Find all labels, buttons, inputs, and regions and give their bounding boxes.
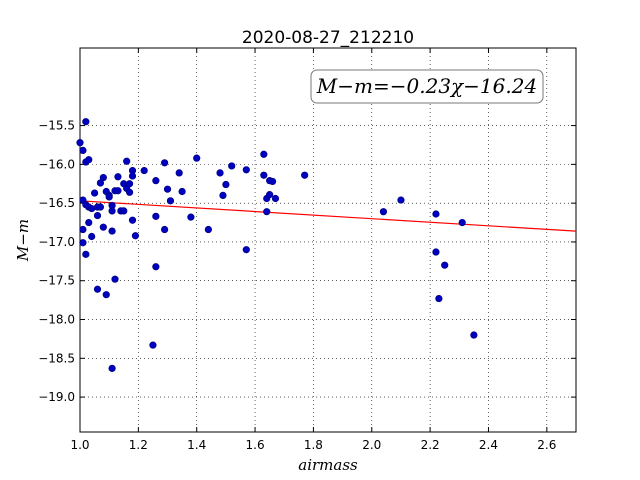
fit-annotation-box xyxy=(310,69,544,104)
data-point xyxy=(126,188,134,196)
data-point xyxy=(111,275,119,283)
data-point xyxy=(187,213,195,221)
x-tick-label: 1.6 xyxy=(246,438,265,452)
data-point xyxy=(242,166,250,174)
x-tick-label: 2.6 xyxy=(537,438,556,452)
x-tick-label: 2.0 xyxy=(362,438,381,452)
data-point xyxy=(108,207,116,215)
data-point xyxy=(99,173,107,182)
data-point xyxy=(263,208,271,216)
data-point xyxy=(93,285,102,293)
x-axis-label: airmass xyxy=(298,456,358,474)
data-point xyxy=(163,185,172,193)
data-point xyxy=(268,177,277,186)
chart-title: 2020-08-27_212210 xyxy=(242,28,414,48)
data-point xyxy=(88,232,96,241)
data-point xyxy=(260,150,268,158)
data-point xyxy=(266,191,274,199)
data-point xyxy=(96,203,105,211)
data-point xyxy=(242,246,250,254)
data-point xyxy=(178,187,186,196)
data-point xyxy=(114,173,122,181)
data-point xyxy=(149,341,157,349)
data-point xyxy=(271,194,280,203)
y-tick-label: −17.5 xyxy=(38,274,75,288)
fit-line-group xyxy=(79,200,577,232)
data-point xyxy=(128,172,137,180)
data-point xyxy=(128,216,137,224)
y-tick-label: −16.0 xyxy=(38,157,75,171)
data-point xyxy=(126,180,134,188)
data-point xyxy=(228,162,236,170)
y-tick-label: −18.5 xyxy=(38,351,75,365)
y-tick-label: −16.5 xyxy=(38,196,75,210)
data-point xyxy=(193,154,201,162)
data-point xyxy=(96,179,105,187)
data-point xyxy=(204,225,212,234)
data-point xyxy=(108,227,116,235)
data-point xyxy=(166,197,175,205)
y-tick-label: −19.0 xyxy=(38,390,75,404)
data-point xyxy=(105,193,113,201)
data-point xyxy=(379,208,388,216)
data-point xyxy=(120,207,128,215)
data-point xyxy=(301,171,309,179)
data-point xyxy=(435,294,443,303)
data-point xyxy=(397,196,405,204)
data-point xyxy=(82,118,90,126)
data-point xyxy=(88,204,96,213)
data-point xyxy=(216,169,224,177)
plot-area-frame xyxy=(79,47,577,433)
grid xyxy=(79,48,576,432)
x-tick-label: 1.8 xyxy=(304,438,323,452)
data-point xyxy=(470,331,478,339)
data-point xyxy=(82,250,90,258)
data-point xyxy=(79,239,87,247)
data-point xyxy=(90,189,99,197)
data-point xyxy=(93,211,102,220)
data-point xyxy=(219,191,227,199)
data-point xyxy=(123,157,131,165)
x-tick-label: 1.4 xyxy=(187,438,206,452)
data-point xyxy=(161,225,169,234)
data-point xyxy=(108,364,116,372)
data-points xyxy=(76,118,478,372)
y-tick-label: −18.0 xyxy=(38,313,75,327)
y-tick-label: −15.5 xyxy=(38,119,75,133)
fit-line xyxy=(79,200,577,232)
y-axis-label: M−m xyxy=(14,219,32,262)
data-point xyxy=(79,146,87,154)
data-point xyxy=(85,156,93,164)
data-point xyxy=(99,223,107,231)
data-point xyxy=(175,169,183,177)
data-point xyxy=(152,212,160,220)
data-point xyxy=(458,218,466,227)
data-point xyxy=(260,171,268,179)
data-point xyxy=(131,232,140,240)
data-point xyxy=(79,225,87,234)
x-tick-label: 2.4 xyxy=(479,438,498,452)
x-tick-label: 1.0 xyxy=(70,438,89,452)
data-point xyxy=(85,218,93,227)
data-point xyxy=(102,291,110,299)
data-point xyxy=(161,159,169,167)
fit-annotation: M−m=−0.23χ−16.24 xyxy=(316,74,537,98)
data-point xyxy=(152,263,160,271)
data-point xyxy=(432,248,440,256)
x-tick-label: 2.2 xyxy=(421,438,440,452)
data-point xyxy=(140,166,148,175)
y-tick-label: −17.0 xyxy=(38,235,75,249)
data-point xyxy=(114,187,122,195)
data-point xyxy=(441,261,449,269)
x-tick-label: 1.2 xyxy=(129,438,148,452)
axis-ticks: 1.0 1.2 1.4 1.6 1.8 2.0 2.2 2.4 2.6 −15.5 −16.0 −16… xyxy=(38,48,576,452)
data-point xyxy=(222,180,230,189)
data-point xyxy=(76,139,84,147)
data-point xyxy=(432,210,440,218)
data-point xyxy=(152,177,160,185)
